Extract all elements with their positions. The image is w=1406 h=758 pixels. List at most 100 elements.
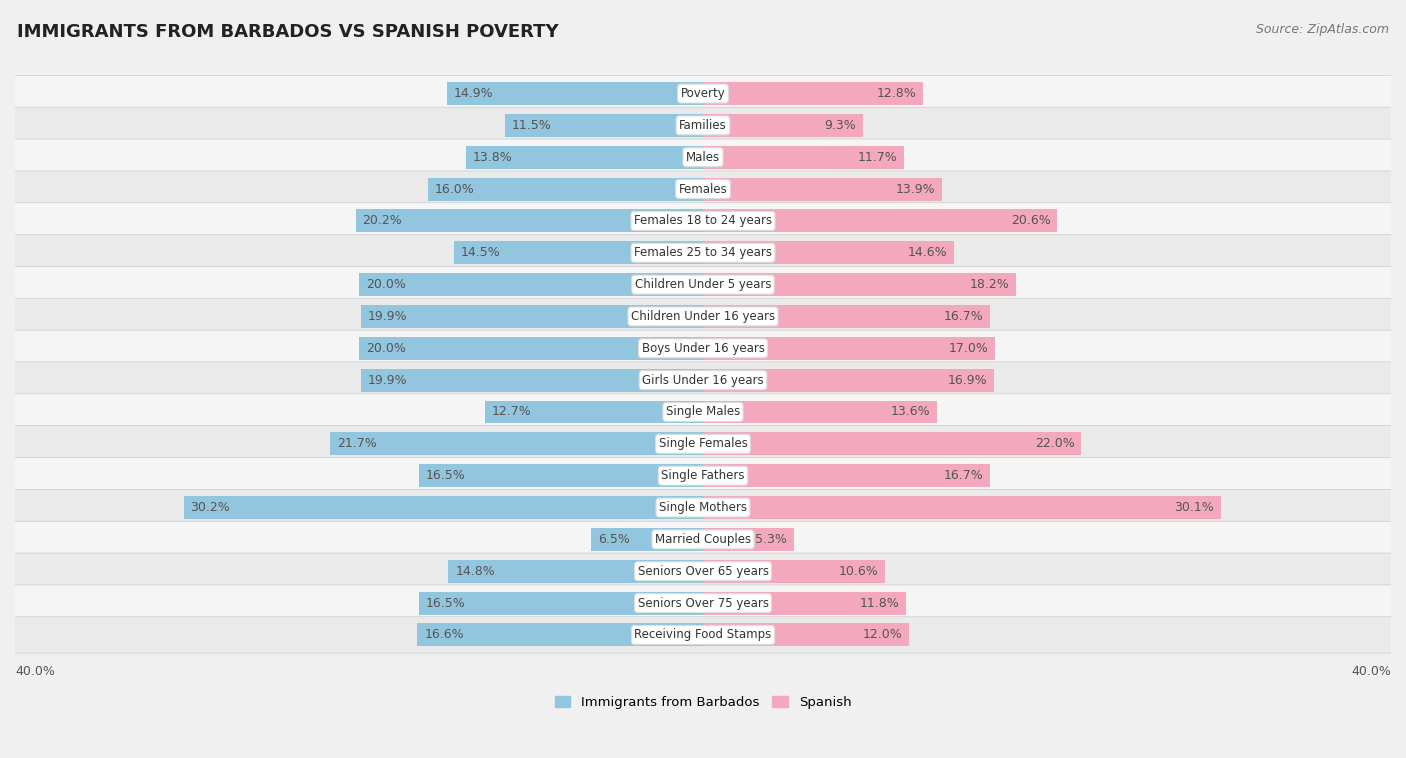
Text: 13.8%: 13.8% [472,151,512,164]
Text: IMMIGRANTS FROM BARBADOS VS SPANISH POVERTY: IMMIGRANTS FROM BARBADOS VS SPANISH POVE… [17,23,558,41]
Text: Seniors Over 75 years: Seniors Over 75 years [637,597,769,609]
Bar [184,496,703,519]
Bar [703,273,1017,296]
Bar [703,559,886,583]
FancyBboxPatch shape [13,235,1393,271]
Bar [591,528,703,551]
FancyBboxPatch shape [13,299,1393,334]
Text: Families: Families [679,119,727,132]
Text: 21.7%: 21.7% [336,437,377,450]
Text: Children Under 5 years: Children Under 5 years [634,278,772,291]
FancyBboxPatch shape [13,330,1393,366]
Bar [703,146,904,169]
Text: 14.6%: 14.6% [908,246,948,259]
Text: Poverty: Poverty [681,87,725,100]
Bar [703,82,924,105]
Bar [485,400,703,424]
Text: 30.1%: 30.1% [1174,501,1213,514]
Text: 12.0%: 12.0% [863,628,903,641]
Text: Receiving Food Stamps: Receiving Food Stamps [634,628,772,641]
FancyBboxPatch shape [13,202,1393,239]
Text: Males: Males [686,151,720,164]
Text: Single Females: Single Females [658,437,748,450]
Text: 20.2%: 20.2% [363,215,402,227]
Text: 20.0%: 20.0% [366,278,406,291]
FancyBboxPatch shape [13,458,1393,493]
FancyBboxPatch shape [13,75,1393,111]
Text: 12.8%: 12.8% [876,87,917,100]
Text: 13.9%: 13.9% [896,183,935,196]
Bar [703,337,995,360]
Bar [505,114,703,137]
Text: 30.2%: 30.2% [190,501,231,514]
FancyBboxPatch shape [13,553,1393,590]
Text: 5.3%: 5.3% [755,533,787,546]
FancyBboxPatch shape [13,171,1393,207]
Text: 14.8%: 14.8% [456,565,495,578]
Text: Seniors Over 65 years: Seniors Over 65 years [637,565,769,578]
Text: 9.3%: 9.3% [824,119,856,132]
Bar [703,623,910,647]
FancyBboxPatch shape [13,426,1393,462]
Text: Girls Under 16 years: Girls Under 16 years [643,374,763,387]
Text: 16.5%: 16.5% [426,597,465,609]
Bar [703,400,936,424]
Bar [454,241,703,265]
Bar [703,528,794,551]
Bar [447,82,703,105]
Bar [419,591,703,615]
Text: Married Couples: Married Couples [655,533,751,546]
Bar [703,177,942,201]
Text: 16.6%: 16.6% [425,628,464,641]
FancyBboxPatch shape [13,267,1393,302]
FancyBboxPatch shape [13,394,1393,430]
Bar [449,559,703,583]
Text: 16.5%: 16.5% [426,469,465,482]
Text: 13.6%: 13.6% [890,406,929,418]
Text: Source: ZipAtlas.com: Source: ZipAtlas.com [1256,23,1389,36]
Text: 18.2%: 18.2% [969,278,1010,291]
Text: Females 18 to 24 years: Females 18 to 24 years [634,215,772,227]
Bar [703,496,1220,519]
Bar [703,368,994,392]
Text: 11.5%: 11.5% [512,119,551,132]
Text: 20.6%: 20.6% [1011,215,1050,227]
Text: 11.8%: 11.8% [859,597,898,609]
Bar [465,146,703,169]
Text: 11.7%: 11.7% [858,151,897,164]
Bar [330,432,703,456]
Bar [359,337,703,360]
Bar [359,273,703,296]
Text: 19.9%: 19.9% [367,374,408,387]
FancyBboxPatch shape [13,585,1393,622]
FancyBboxPatch shape [13,107,1393,143]
Legend: Immigrants from Barbados, Spanish: Immigrants from Barbados, Spanish [550,691,856,714]
Text: 12.7%: 12.7% [492,406,531,418]
Text: 14.9%: 14.9% [454,87,494,100]
Text: Single Fathers: Single Fathers [661,469,745,482]
Text: 19.9%: 19.9% [367,310,408,323]
Text: 10.6%: 10.6% [839,565,879,578]
Text: Females: Females [679,183,727,196]
Text: 6.5%: 6.5% [598,533,630,546]
FancyBboxPatch shape [13,617,1393,653]
Bar [418,623,703,647]
Bar [703,591,905,615]
FancyBboxPatch shape [13,490,1393,526]
Text: 16.9%: 16.9% [948,374,987,387]
Text: 14.5%: 14.5% [461,246,501,259]
Text: Single Males: Single Males [666,406,740,418]
Bar [703,209,1057,233]
Text: 16.7%: 16.7% [943,310,983,323]
Text: Children Under 16 years: Children Under 16 years [631,310,775,323]
Bar [703,305,990,328]
Bar [419,464,703,487]
Text: 17.0%: 17.0% [949,342,988,355]
Text: 40.0%: 40.0% [1351,666,1391,678]
FancyBboxPatch shape [13,362,1393,398]
Text: 16.0%: 16.0% [434,183,474,196]
Text: 22.0%: 22.0% [1035,437,1074,450]
Bar [703,241,955,265]
FancyBboxPatch shape [13,522,1393,558]
Bar [703,464,990,487]
